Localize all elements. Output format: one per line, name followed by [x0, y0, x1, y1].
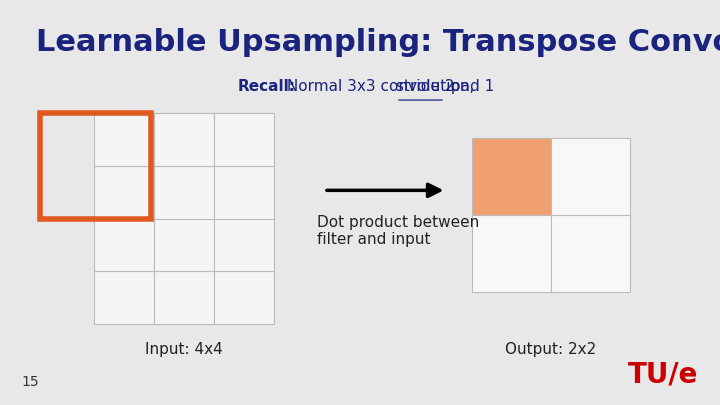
- Text: Recall:: Recall:: [238, 79, 296, 94]
- Text: Dot product between
filter and input: Dot product between filter and input: [317, 215, 479, 247]
- Text: Output: 2x2: Output: 2x2: [505, 342, 596, 357]
- Text: Normal 3x3 convolution,: Normal 3x3 convolution,: [282, 79, 480, 94]
- Bar: [214, 113, 274, 166]
- Bar: [214, 166, 274, 219]
- Bar: [94, 113, 153, 166]
- Text: TU/e: TU/e: [628, 361, 698, 389]
- Bar: [153, 166, 214, 219]
- Bar: [94, 271, 153, 324]
- Text: Input: 4x4: Input: 4x4: [145, 342, 222, 357]
- Bar: [153, 219, 214, 271]
- Bar: [94, 219, 153, 271]
- Text: Learnable Upsampling: Transpose Convolution: Learnable Upsampling: Transpose Convolut…: [36, 28, 720, 58]
- Bar: [40, 113, 151, 219]
- Bar: [472, 138, 551, 215]
- Bar: [94, 166, 153, 219]
- Text: 15: 15: [22, 375, 39, 389]
- Bar: [551, 215, 630, 292]
- Bar: [214, 271, 274, 324]
- Text: stride 2: stride 2: [396, 79, 454, 94]
- Bar: [214, 219, 274, 271]
- Bar: [472, 215, 551, 292]
- Bar: [551, 138, 630, 215]
- Bar: [153, 113, 214, 166]
- Bar: [153, 271, 214, 324]
- Text: pad 1: pad 1: [446, 79, 495, 94]
